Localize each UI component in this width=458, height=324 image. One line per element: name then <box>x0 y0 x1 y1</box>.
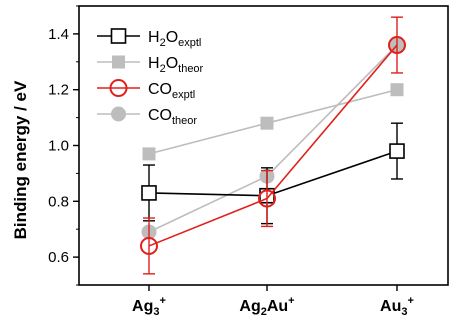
legend-label-2: COexptl <box>148 81 195 101</box>
data-point <box>260 116 274 130</box>
legend-label-3: COtheor <box>148 107 197 127</box>
y-tick-label-2: 1.0 <box>48 138 69 155</box>
series-2 <box>140 16 406 275</box>
data-point <box>389 143 405 159</box>
data-point <box>140 236 158 255</box>
y-tick-label-0: 0.6 <box>48 249 69 266</box>
x-tick-label-1: Ag2Au+ <box>239 295 294 318</box>
legend-marker-3 <box>111 106 126 122</box>
legend-marker-0 <box>110 28 127 44</box>
series-layer <box>140 16 406 275</box>
series-1 <box>142 83 404 161</box>
legend-marker-1 <box>112 55 125 69</box>
x-tick-label-0: Ag3+ <box>132 295 166 318</box>
data-point <box>258 189 276 208</box>
y-axis: 0.6 0.8 1.0 1.2 1.4 <box>48 5 79 286</box>
legend-label-0: H2Oexptl <box>148 29 201 49</box>
data-point <box>141 185 157 201</box>
series-line-2 <box>148 44 398 247</box>
data-point <box>142 147 156 161</box>
legend: H2Oexptl H2Otheor COexptl COtheor <box>97 28 204 127</box>
y-tick-label-4: 1.4 <box>48 26 69 43</box>
x-tick-label-2: Au3+ <box>380 295 414 318</box>
legend-marker-2 <box>109 79 128 97</box>
y-tick-label-1: 0.8 <box>48 193 69 210</box>
data-point <box>388 36 406 55</box>
y-tick-label-3: 1.2 <box>48 82 69 99</box>
data-point <box>390 83 404 97</box>
legend-label-1: H2Otheor <box>148 55 204 75</box>
x-axis: Ag3+ Ag2Au+ Au3+ <box>132 285 414 318</box>
y-axis-label: Binding energy / eV <box>11 80 30 239</box>
